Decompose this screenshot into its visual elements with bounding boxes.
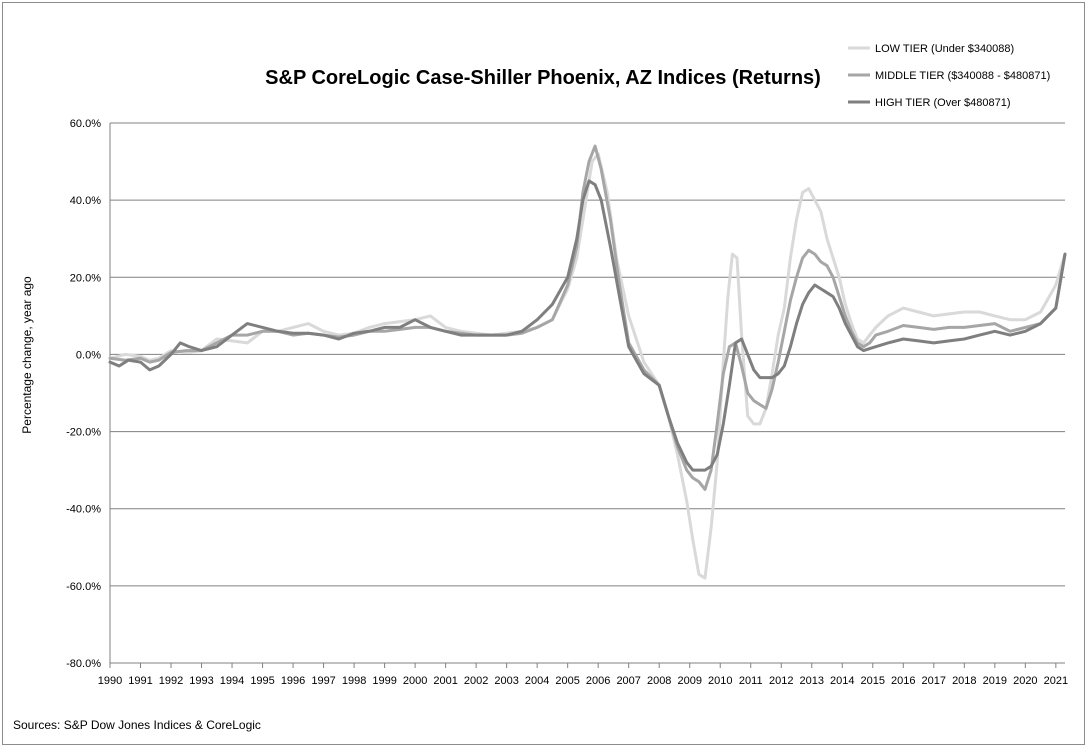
x-tick-label: 2018 xyxy=(952,675,976,687)
x-tick-label: 2019 xyxy=(983,675,1007,687)
gridlines xyxy=(110,122,1065,664)
x-tick-label: 2014 xyxy=(830,675,854,687)
x-tick-label: 2021 xyxy=(1044,675,1068,687)
legend-label: LOW TIER (Under $340088) xyxy=(875,43,1014,55)
x-tick-label: 2005 xyxy=(555,675,579,687)
legend: LOW TIER (Under $340088) MIDDLE TIER ($34… xyxy=(848,43,1050,109)
x-tick-label: 2017 xyxy=(922,675,946,687)
x-tick-label: 2020 xyxy=(1013,675,1037,687)
x-tick-label: 2002 xyxy=(464,675,488,687)
x-tick-label: 2004 xyxy=(525,675,549,687)
x-tick-label: 1992 xyxy=(159,675,183,687)
chart-title: S&P CoreLogic Case-Shiller Phoenix, AZ I… xyxy=(265,67,821,89)
line-chart: S&P CoreLogic Case-Shiller Phoenix, AZ I… xyxy=(13,43,1068,732)
x-tick-label: 2011 xyxy=(739,675,763,687)
y-tick-label: -40.0% xyxy=(66,504,101,516)
x-tick-label: 1990 xyxy=(98,675,122,687)
x-tick-label: 2015 xyxy=(861,675,885,687)
y-tick-label: -60.0% xyxy=(66,581,101,593)
y-tick-label: 0.0% xyxy=(76,349,101,361)
x-tick-label: 2010 xyxy=(708,675,732,687)
x-tick-label: 2006 xyxy=(586,675,610,687)
x-tick-label: 2001 xyxy=(433,675,457,687)
y-tick-label: 60.0% xyxy=(70,118,101,130)
x-tick-label: 2003 xyxy=(494,675,518,687)
x-tick-label: 2008 xyxy=(647,675,671,687)
x-tick-label: 1995 xyxy=(250,675,274,687)
x-tick-label: 1999 xyxy=(372,675,396,687)
x-tick-label: 1997 xyxy=(311,675,335,687)
axes: 60.0% 40.0% 20.0% 0.0% -20.0% -40.0% -60.0% -80… xyxy=(66,118,1068,687)
x-tick-label: 1993 xyxy=(189,675,213,687)
y-axis-label: Percentage change, year ago xyxy=(20,276,34,434)
x-tick-label: 2013 xyxy=(800,675,824,687)
x-tick-label: 1994 xyxy=(220,675,244,687)
source-note: Sources: S&P Dow Jones Indices & CoreLog… xyxy=(13,718,261,732)
series-line-3 xyxy=(108,179,1067,472)
series-lines xyxy=(108,144,1067,580)
series-line-1 xyxy=(108,152,1067,580)
x-tick-label: 2016 xyxy=(891,675,915,687)
y-tick-label: -20.0% xyxy=(66,427,101,439)
legend-label: MIDDLE TIER ($340088 - $480871) xyxy=(875,70,1050,82)
x-tick-label: 2007 xyxy=(616,675,640,687)
legend-label: HIGH TIER (Over $480871) xyxy=(875,97,1011,109)
y-tick-label: 20.0% xyxy=(70,272,101,284)
x-tick-label: 1998 xyxy=(342,675,366,687)
x-tick-label: 2000 xyxy=(403,675,427,687)
y-tick-label: 40.0% xyxy=(70,195,101,207)
x-tick-label: 1991 xyxy=(128,675,152,687)
x-tick-label: 1996 xyxy=(281,675,305,687)
x-tick-label: 2009 xyxy=(677,675,701,687)
y-tick-label: -80.0% xyxy=(66,658,101,670)
x-tick-label: 2012 xyxy=(769,675,793,687)
